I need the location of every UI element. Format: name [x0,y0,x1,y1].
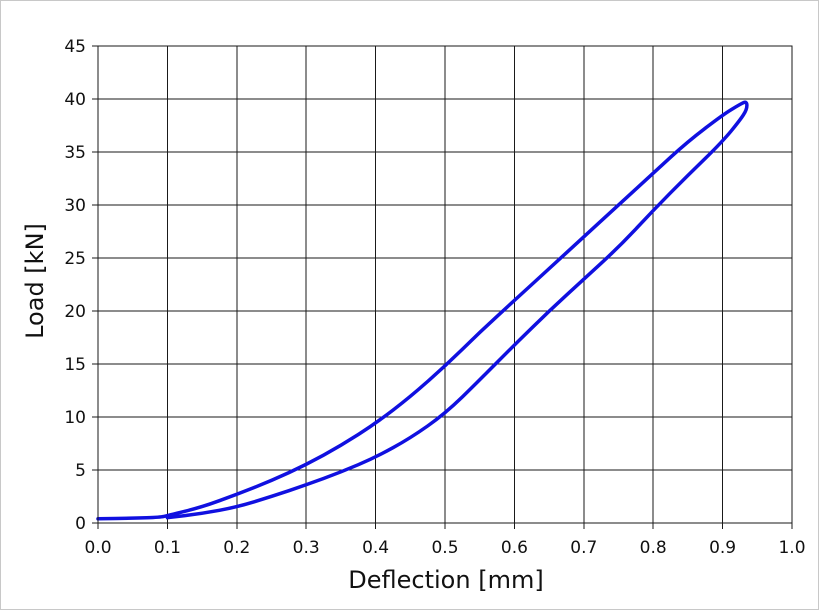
x-tick-label: 0.2 [223,538,250,558]
y-tick-label: 30 [64,196,86,216]
x-tick-label: 0.0 [84,538,111,558]
y-tick-label: 5 [75,461,86,481]
x-tick-label: 0.4 [362,538,389,558]
load-deflection-curve [96,100,749,521]
y-tick-label: 35 [64,143,86,163]
x-tick-label: 1.0 [778,538,805,558]
y-tick-label: 40 [64,90,86,110]
y-tick-label: 0 [75,514,86,534]
x-tick-label: 0.8 [640,538,667,558]
x-tick-label: 0.6 [501,538,528,558]
x-tick-label: 0.3 [293,538,320,558]
plot-area-border [97,45,793,524]
x-tick-label: 0.7 [570,538,597,558]
x-tick-label: 0.5 [431,538,458,558]
y-tick-label: 15 [64,355,86,375]
y-tick-label: 10 [64,408,86,428]
x-axis-title: Deflection [mm] [348,566,543,594]
y-tick-label: 20 [64,302,86,322]
y-tick-label: 25 [64,249,86,269]
x-tick-label: 0.9 [709,538,736,558]
y-axis-title: Load [kN] [21,223,49,339]
x-tick-label: 0.1 [154,538,181,558]
y-tick-label: 45 [64,37,86,57]
